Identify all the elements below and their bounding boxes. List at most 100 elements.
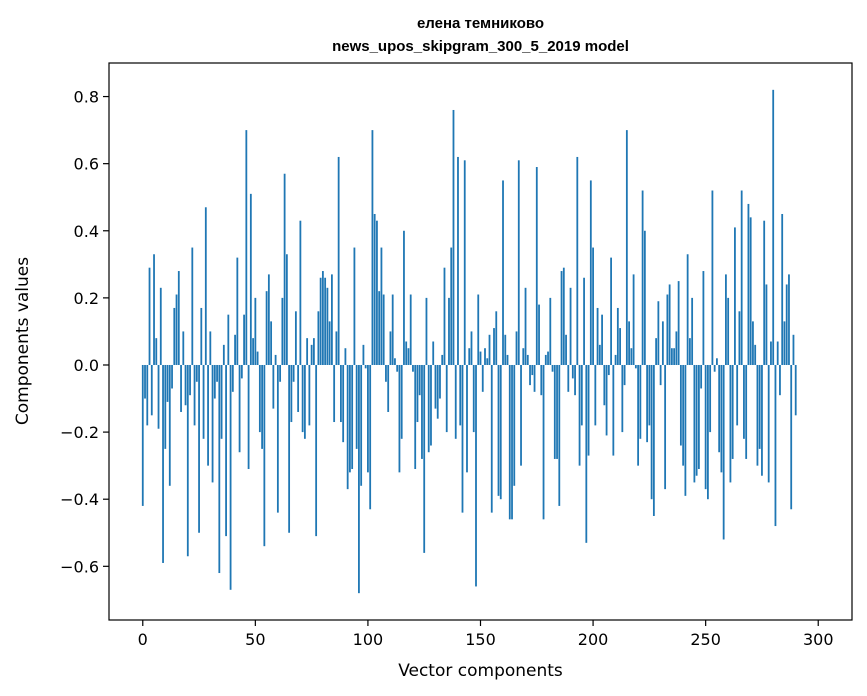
bar	[702, 271, 705, 365]
y-tick-label: −0.2	[60, 423, 99, 442]
bar	[610, 257, 612, 365]
bar	[177, 271, 180, 365]
bar	[605, 364, 608, 436]
bar	[567, 364, 570, 392]
bar	[565, 334, 567, 365]
bar	[594, 364, 597, 426]
bar	[333, 364, 336, 423]
bar	[738, 311, 741, 365]
bar	[628, 321, 630, 365]
bar	[373, 213, 376, 365]
bar	[155, 338, 158, 365]
bar	[202, 364, 205, 439]
bar	[211, 364, 214, 483]
x-axis-ticks: 0 50 100 150 200 250 300	[138, 620, 834, 649]
x-tick-label: 200	[578, 630, 609, 649]
bar	[171, 364, 173, 389]
bar	[216, 364, 218, 382]
bar	[772, 89, 775, 365]
bar	[616, 307, 619, 365]
bar	[776, 341, 779, 365]
bar	[481, 364, 484, 392]
bar	[222, 344, 225, 365]
bar	[432, 341, 435, 365]
bar	[693, 364, 696, 483]
bar	[677, 281, 680, 365]
bar	[794, 364, 797, 416]
y-tick-label: −0.4	[60, 490, 99, 509]
bar	[459, 364, 462, 426]
bar	[310, 344, 313, 365]
bar	[477, 294, 480, 365]
bar	[520, 364, 522, 466]
bar	[306, 338, 309, 365]
bar	[427, 364, 430, 453]
bar	[150, 364, 153, 416]
bar	[720, 364, 723, 473]
bar	[716, 358, 718, 365]
bar	[376, 220, 378, 365]
bar	[562, 267, 565, 365]
bar	[439, 364, 441, 399]
bar	[276, 364, 279, 513]
bar	[261, 364, 263, 449]
bar	[713, 364, 716, 372]
bar	[331, 274, 333, 365]
bar	[213, 364, 216, 399]
bar	[700, 364, 703, 389]
bar	[727, 297, 730, 365]
bar	[326, 287, 329, 365]
bar	[146, 364, 149, 426]
bar	[661, 321, 664, 365]
bar	[236, 257, 239, 365]
bar	[781, 213, 784, 365]
bar	[607, 364, 610, 376]
bar	[585, 364, 588, 543]
bar	[279, 364, 282, 382]
bar	[207, 364, 209, 466]
bar	[731, 364, 734, 459]
bar	[457, 156, 459, 365]
bar	[369, 364, 372, 510]
bar	[245, 130, 248, 365]
bar	[164, 364, 167, 449]
bar	[238, 364, 241, 453]
bar	[391, 294, 394, 365]
bar	[641, 190, 644, 365]
bar	[502, 180, 504, 365]
bar	[592, 247, 594, 365]
bar	[533, 364, 536, 392]
bar	[603, 364, 606, 406]
bar	[686, 254, 689, 365]
bar	[657, 301, 660, 365]
bar	[664, 364, 667, 490]
bar	[517, 160, 520, 365]
chart-title-line2: news_upos_skipgram_300_5_2019 model	[332, 38, 629, 55]
bar	[337, 156, 340, 365]
bar	[749, 217, 752, 365]
bar	[394, 358, 396, 365]
bar	[506, 354, 509, 365]
bar	[630, 348, 633, 365]
bar	[452, 109, 455, 365]
x-tick-label: 300	[803, 630, 834, 649]
bar	[312, 338, 315, 365]
x-tick-label: 250	[690, 630, 721, 649]
bar	[722, 364, 725, 540]
bar	[396, 364, 399, 372]
bar	[180, 364, 182, 412]
bar	[148, 267, 151, 365]
bar	[443, 267, 446, 365]
bar	[301, 364, 304, 433]
bar	[448, 297, 450, 365]
bar	[589, 180, 592, 365]
bar	[265, 291, 268, 365]
bar	[220, 364, 223, 439]
bar	[790, 364, 793, 510]
bar	[389, 331, 392, 365]
bar	[524, 287, 527, 365]
bar	[598, 344, 601, 365]
bar	[652, 364, 655, 516]
bar	[648, 364, 651, 426]
bar	[670, 348, 673, 365]
